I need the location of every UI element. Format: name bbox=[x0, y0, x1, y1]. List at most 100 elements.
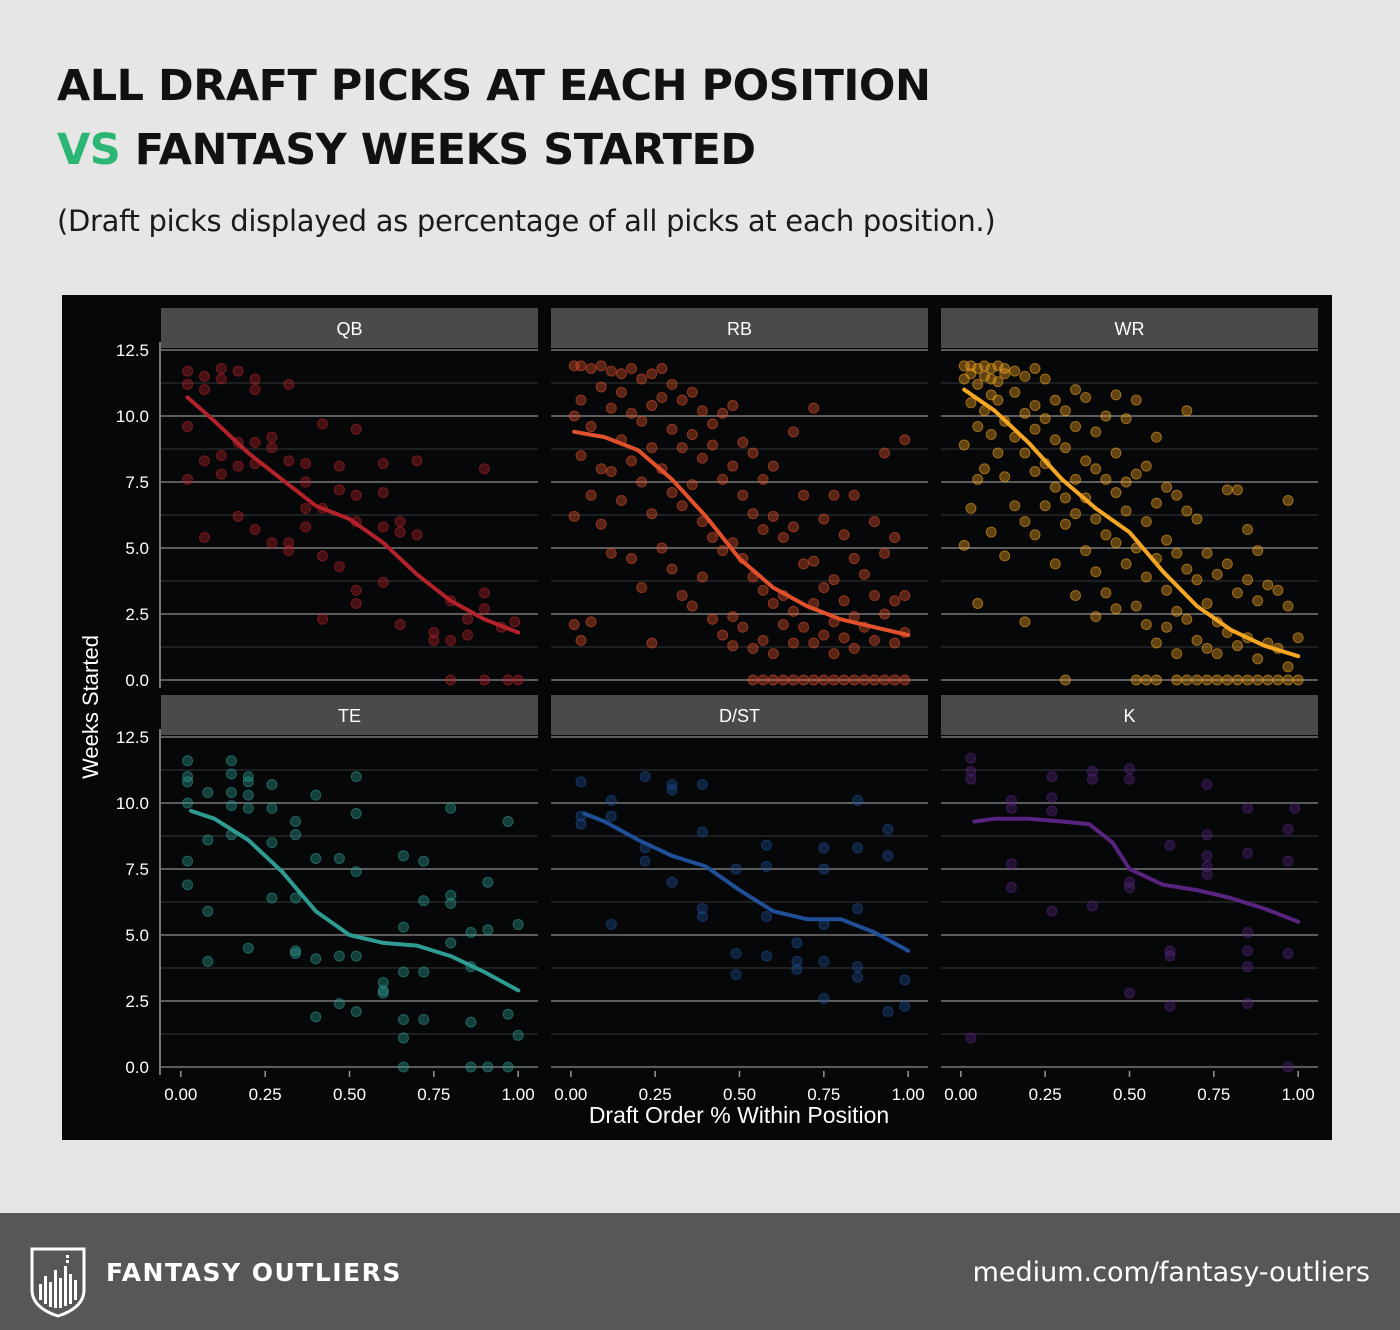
data-point bbox=[1140, 460, 1152, 472]
data-point bbox=[350, 808, 362, 820]
data-point bbox=[478, 603, 490, 615]
data-point bbox=[1019, 447, 1031, 459]
data-point bbox=[696, 779, 708, 791]
data-point bbox=[397, 966, 409, 978]
data-point bbox=[1191, 574, 1203, 586]
data-point bbox=[965, 765, 977, 777]
data-point bbox=[666, 563, 678, 575]
data-point bbox=[646, 508, 658, 520]
site-link[interactable]: medium.com/fantasy-outliers bbox=[972, 1257, 1370, 1288]
data-point bbox=[1242, 674, 1254, 686]
strip-label-k: K bbox=[1123, 706, 1135, 726]
data-point bbox=[1005, 858, 1017, 870]
data-point bbox=[879, 608, 891, 620]
data-point bbox=[249, 373, 261, 385]
data-point bbox=[646, 399, 658, 411]
data-point bbox=[992, 360, 1004, 372]
strip-bg-rb bbox=[551, 308, 928, 348]
data-point bbox=[760, 839, 772, 851]
data-point bbox=[666, 378, 678, 390]
data-point bbox=[889, 595, 901, 607]
data-point bbox=[727, 399, 739, 411]
strip-bg-qb bbox=[161, 308, 538, 348]
data-point bbox=[1252, 674, 1264, 686]
data-point bbox=[696, 903, 708, 915]
data-point bbox=[818, 863, 830, 875]
data-point bbox=[1171, 674, 1183, 686]
chart-title: ALL DRAFT PICKS AT EACH POSITION VS FANT… bbox=[57, 54, 931, 182]
data-point bbox=[310, 852, 322, 864]
data-point bbox=[418, 855, 430, 867]
data-point bbox=[1289, 802, 1301, 814]
trend-line-dst bbox=[582, 811, 911, 953]
data-point bbox=[465, 1061, 477, 1073]
x-tick-label: 0.25 bbox=[1029, 1085, 1062, 1104]
data-point bbox=[1252, 595, 1264, 607]
data-point bbox=[317, 418, 329, 430]
data-point bbox=[1059, 518, 1071, 530]
y-tick-label: 0.0 bbox=[125, 1058, 149, 1077]
data-point bbox=[1282, 947, 1294, 959]
data-point bbox=[1191, 674, 1203, 686]
data-point bbox=[1090, 513, 1102, 525]
data-point bbox=[852, 794, 864, 806]
data-point bbox=[1164, 1000, 1176, 1012]
data-point bbox=[1090, 426, 1102, 438]
data-point bbox=[1221, 674, 1233, 686]
data-point bbox=[1090, 566, 1102, 578]
data-point bbox=[605, 547, 617, 559]
data-point bbox=[818, 629, 830, 641]
data-point bbox=[215, 468, 227, 480]
data-point bbox=[1242, 961, 1254, 973]
data-point bbox=[411, 529, 423, 541]
data-point bbox=[1120, 476, 1132, 488]
facet-rb: RB bbox=[551, 308, 928, 686]
data-point bbox=[1039, 500, 1051, 512]
data-point bbox=[747, 642, 759, 654]
data-point bbox=[1100, 587, 1112, 599]
y-tick-label: 10.0 bbox=[116, 407, 149, 426]
data-point bbox=[767, 648, 779, 660]
data-point bbox=[999, 550, 1011, 562]
data-point bbox=[828, 574, 840, 586]
data-point bbox=[767, 510, 779, 522]
data-point bbox=[760, 911, 772, 923]
data-point bbox=[992, 394, 1004, 406]
faceted-scatter-chart: QB 0.0 2.5 5.0 7.5 10.0 12.5 RB WR TE 0.0 2.5 5.0 7.5… bbox=[78, 308, 1318, 1128]
data-point bbox=[626, 455, 638, 467]
data-point bbox=[1029, 362, 1041, 374]
data-point bbox=[182, 755, 194, 767]
data-point bbox=[848, 553, 860, 565]
data-point bbox=[852, 903, 864, 915]
data-point bbox=[686, 386, 698, 398]
data-point bbox=[283, 378, 295, 390]
data-point bbox=[397, 1032, 409, 1044]
data-point bbox=[350, 489, 362, 501]
data-point bbox=[707, 439, 719, 451]
data-point bbox=[889, 531, 901, 543]
data-point bbox=[707, 531, 719, 543]
data-point bbox=[202, 834, 214, 846]
data-point bbox=[1100, 529, 1112, 541]
data-point bbox=[899, 974, 911, 986]
data-point bbox=[1059, 492, 1071, 504]
data-point bbox=[737, 489, 749, 501]
data-point bbox=[283, 545, 295, 557]
data-point bbox=[757, 584, 769, 596]
data-point bbox=[717, 545, 729, 557]
data-point bbox=[818, 842, 830, 854]
data-point bbox=[828, 674, 840, 686]
data-point bbox=[397, 850, 409, 862]
data-point bbox=[202, 786, 214, 798]
title-line-2: VS FANTASY WEEKS STARTED bbox=[57, 118, 930, 182]
data-point bbox=[999, 368, 1011, 380]
data-point bbox=[1181, 405, 1193, 417]
footer-bar: FANTASY OUTLIERS medium.com/fantasy-outl… bbox=[0, 1213, 1400, 1330]
data-point bbox=[350, 866, 362, 878]
data-point bbox=[1282, 661, 1294, 673]
data-point bbox=[615, 494, 627, 506]
data-point bbox=[798, 674, 810, 686]
data-point bbox=[1086, 765, 1098, 777]
data-point bbox=[333, 998, 345, 1010]
data-point bbox=[575, 450, 587, 462]
